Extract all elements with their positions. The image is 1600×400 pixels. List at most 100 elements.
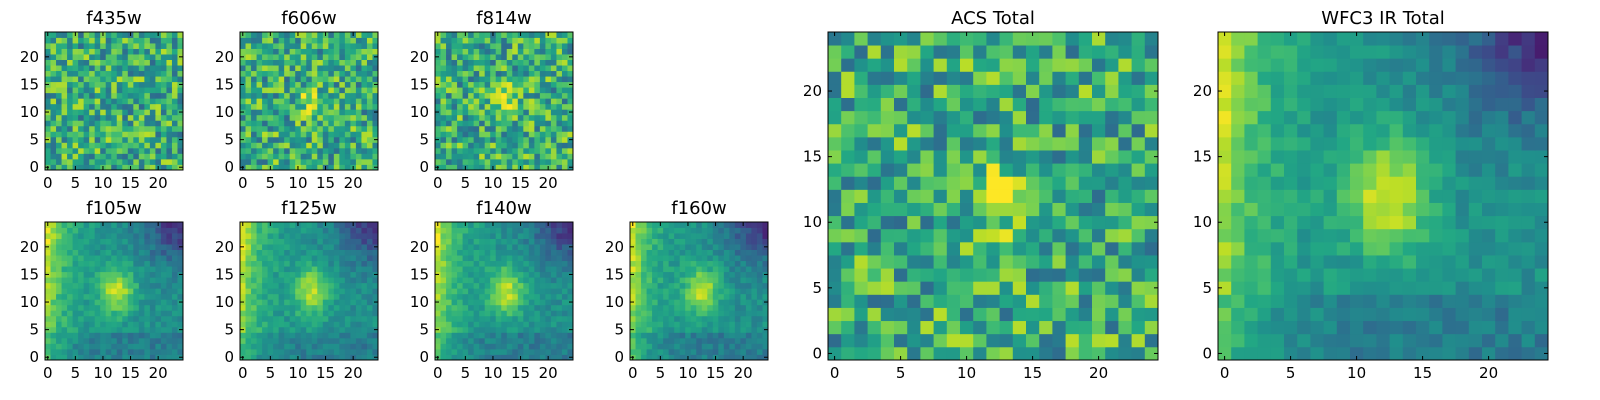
heatmap-cell: [311, 98, 318, 105]
heatmap-cell: [177, 310, 184, 317]
heatmap-cell: [539, 81, 546, 88]
heatmap-cell: [446, 37, 452, 44]
heatmap-cell: [311, 32, 318, 38]
heatmap-cell: [278, 54, 285, 60]
heatmap-cell: [61, 337, 68, 344]
heatmap-cell: [723, 304, 730, 311]
heatmap-cell: [646, 299, 653, 306]
heatmap-cell: [986, 281, 1000, 295]
heatmap-cell: [284, 59, 291, 66]
heatmap-cell: [440, 249, 447, 256]
heatmap-cell: [67, 255, 73, 262]
heatmap-cell: [50, 32, 57, 38]
heatmap-cell: [561, 266, 568, 273]
heatmap-cell: [630, 277, 636, 284]
heatmap-cell: [149, 238, 156, 245]
heatmap-cell: [528, 255, 535, 262]
heatmap-cell: [828, 176, 842, 190]
heatmap-cell: [311, 109, 318, 116]
heatmap-cell: [361, 65, 368, 72]
heatmap-cell: [679, 288, 686, 295]
heatmap-cell: [105, 32, 112, 38]
heatmap-cell: [144, 59, 151, 66]
heatmap-cell: [262, 321, 268, 328]
heatmap-cell: [361, 164, 368, 171]
heatmap-cell: [89, 147, 96, 154]
heatmap-cell: [484, 332, 491, 339]
heatmap-cell: [300, 271, 307, 278]
x-tick-label: 0: [433, 174, 443, 192]
heatmap-cell: [144, 244, 151, 250]
heatmap-cell: [122, 222, 129, 228]
heatmap-cell: [986, 228, 1000, 243]
heatmap-cell: [933, 228, 948, 243]
heatmap-cell: [289, 310, 296, 317]
heatmap-cell: [440, 326, 447, 333]
heatmap-cell: [867, 320, 882, 335]
heatmap-cell: [479, 249, 486, 256]
heatmap-cell: [366, 81, 373, 88]
heatmap-cell: [116, 43, 123, 49]
heatmap-cell: [317, 337, 324, 344]
heatmap-cell: [256, 315, 263, 322]
heatmap-cell: [160, 326, 167, 333]
heatmap-cell: [105, 260, 112, 267]
x-tick-label: 20: [539, 174, 558, 192]
heatmap-cell: [116, 136, 123, 143]
heatmap-cell: [355, 310, 362, 317]
heatmap-cell: [479, 337, 486, 344]
heatmap-cell: [322, 249, 329, 256]
heatmap-cell: [946, 333, 961, 348]
heatmap-cell: [78, 227, 85, 234]
heatmap-cell: [907, 202, 921, 217]
heatmap-cell: [729, 233, 736, 239]
x-tick-label: 0: [238, 174, 248, 192]
heatmap-cell: [366, 48, 373, 55]
heatmap-cell: [45, 233, 51, 239]
heatmap-cell: [317, 54, 324, 60]
heatmap-cell: [756, 293, 763, 300]
heatmap-cell: [273, 255, 280, 262]
heatmap-cell: [50, 136, 57, 143]
heatmap-cell: [933, 150, 948, 164]
heatmap-cell: [278, 147, 285, 154]
heatmap-cell: [160, 65, 167, 72]
heatmap-cell: [89, 48, 96, 55]
heatmap-cell: [339, 43, 346, 49]
heatmap-cell: [446, 282, 452, 289]
heatmap-cell: [468, 98, 475, 105]
heatmap-cell: [729, 304, 736, 311]
heatmap-cell: [528, 87, 535, 94]
heatmap-cell: [284, 282, 291, 289]
heatmap-cell: [512, 131, 519, 138]
heatmap-cell: [171, 136, 178, 143]
heatmap-cell: [177, 32, 184, 38]
heatmap-cell: [366, 98, 373, 105]
heatmap-cell: [545, 59, 552, 66]
heatmap-cell: [78, 76, 85, 83]
heatmap-cell: [740, 321, 747, 328]
heatmap-cell: [528, 277, 535, 284]
heatmap-cell: [372, 260, 379, 267]
heatmap-cell: [641, 233, 647, 239]
heatmap-cell: [762, 315, 769, 322]
heatmap-cell: [317, 238, 324, 245]
heatmap-cell: [127, 244, 134, 250]
heatmap-cell: [506, 233, 513, 239]
heatmap-cell: [72, 125, 79, 132]
heatmap-cell: [245, 238, 252, 245]
heatmap-cell: [960, 255, 974, 269]
heatmap-cell: [317, 81, 324, 88]
heatmap-cell: [155, 337, 162, 344]
heatmap-cell: [50, 131, 57, 138]
heatmap-cell: [78, 266, 85, 273]
heatmap-cell: [311, 288, 318, 295]
heatmap-cell: [311, 266, 318, 273]
heatmap-cell: [355, 337, 362, 344]
heatmap-cell: [328, 70, 335, 77]
heatmap-cell: [306, 136, 313, 143]
heatmap-cell: [745, 233, 752, 239]
heatmap-cell: [284, 37, 291, 44]
heatmap-cell: [756, 233, 763, 239]
heatmap-cell: [116, 109, 123, 116]
